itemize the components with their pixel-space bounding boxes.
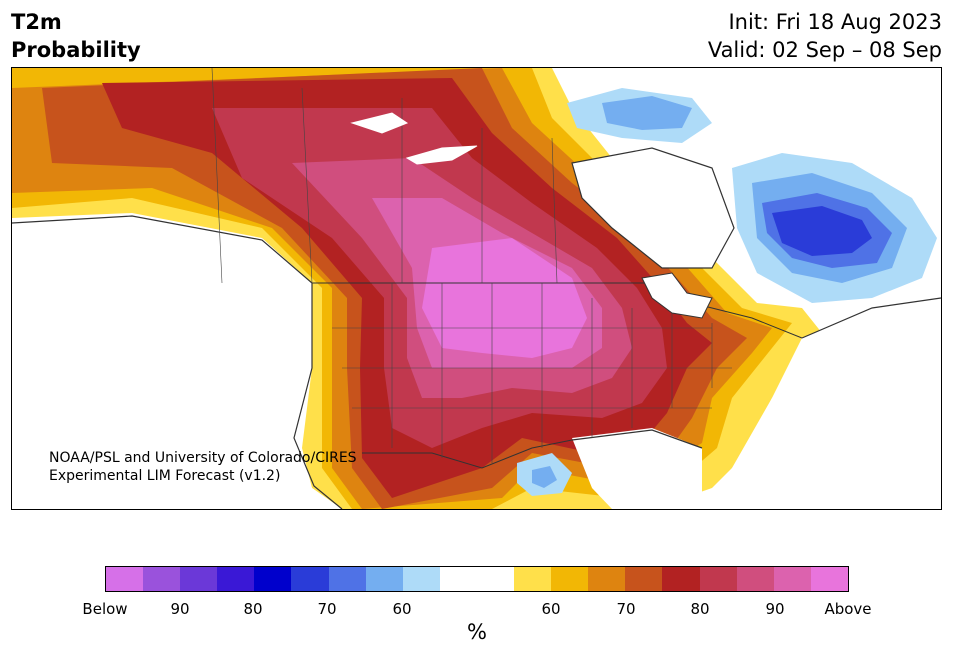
colorbar-cell [514, 567, 552, 591]
valid-range: Valid: 02 Sep – 08 Sep [707, 38, 942, 62]
map-canvas [12, 68, 941, 509]
colorbar-cell [588, 567, 626, 591]
colorbar-tick-label: 60 [392, 600, 412, 618]
colorbar-cell [180, 567, 218, 591]
title-right: Init: Fri 18 Aug 2023 Valid: 02 Sep – 08… [708, 8, 942, 64]
colorbar-cell [551, 567, 589, 591]
colorbar-cell [291, 567, 329, 591]
colorbar-cell [254, 567, 292, 591]
credit: NOAA/PSL and University of Colorado/CIRE… [49, 449, 357, 485]
colorbar-tick-label: 90 [765, 600, 785, 618]
colorbar-unit: % [467, 620, 487, 644]
title-left: T2m Probability [11, 8, 141, 64]
colorbar-cell [773, 567, 811, 591]
credit-line-1: NOAA/PSL and University of Colorado/CIRE… [49, 450, 357, 466]
forecast-map [11, 67, 942, 510]
colorbar-tick-label: 70 [317, 600, 337, 618]
colorbar-cell [328, 567, 366, 591]
colorbar-cell [106, 567, 144, 591]
gulf-of-mexico [572, 428, 702, 509]
colorbar-cell [365, 567, 403, 591]
colorbar-cell [699, 567, 737, 591]
great-slave-lake [405, 145, 478, 165]
state-borders [332, 283, 732, 463]
colorbar-tick-label: Below [82, 600, 128, 618]
cool-70-region-mexico [532, 466, 557, 488]
province-borders [211, 68, 558, 284]
hudson-bay [572, 148, 732, 268]
atlantic-ocean [712, 298, 941, 509]
init-date: Init: Fri 18 Aug 2023 [728, 10, 942, 34]
colorbar-cell [439, 567, 477, 591]
colorbar-cell [143, 567, 181, 591]
great-lakes [641, 272, 713, 319]
credit-line-2: Experimental LIM Forecast (v1.2) [49, 468, 281, 484]
colorbar-cell [625, 567, 663, 591]
colorbar [105, 566, 849, 592]
colorbar-tick-label: 80 [243, 600, 263, 618]
colorbar-cell [402, 567, 440, 591]
great-bear-lake [350, 112, 409, 134]
colorbar-cell [217, 567, 255, 591]
pacific-ocean [12, 213, 342, 509]
colorbar-cell [476, 567, 515, 591]
colorbar-tick-label: 80 [690, 600, 710, 618]
cool-90-region-labrador [772, 206, 872, 256]
coastline [12, 147, 941, 509]
title-product: Probability [11, 38, 141, 62]
cool-70-region-baffin [602, 96, 692, 130]
colorbar-cell [736, 567, 774, 591]
title-variable: T2m [11, 10, 62, 34]
colorbar-cell [810, 567, 848, 591]
colorbar-tick-label: 70 [616, 600, 636, 618]
colorbar-tick-label: Above [824, 600, 872, 618]
colorbar-tick-label: 60 [541, 600, 561, 618]
colorbar-cell [662, 567, 700, 591]
colorbar-tick-label: 90 [170, 600, 190, 618]
